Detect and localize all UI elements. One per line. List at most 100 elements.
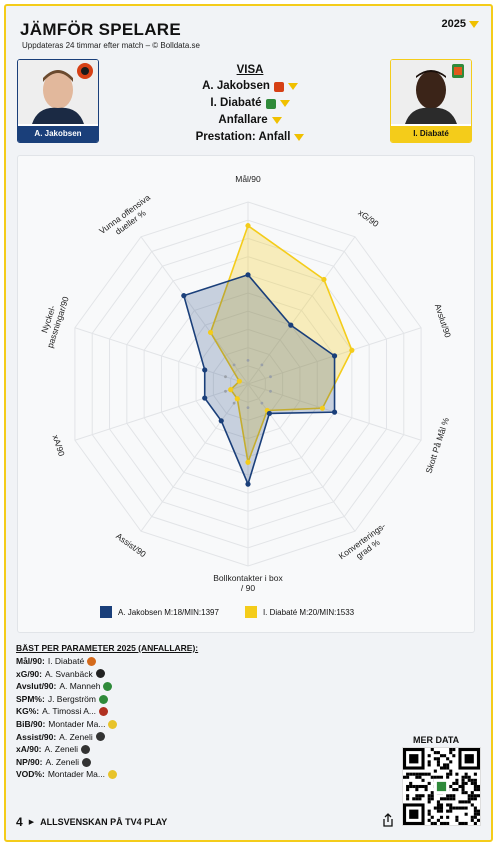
- best-row: Avslut/90: A. Manneh: [16, 680, 396, 693]
- radar-data-point: [202, 395, 208, 401]
- qr-label: MER DATA: [413, 735, 460, 745]
- best-row: Assist/90: A. Zeneli: [16, 731, 396, 744]
- play-arrow-icon: ▶: [28, 819, 35, 826]
- year-select[interactable]: 2025: [442, 18, 479, 30]
- chart-legend: A. Jakobsen M:18/MIN:1397 I. Diabaté M:2…: [100, 606, 354, 618]
- best-param: xG/90:: [16, 668, 42, 679]
- radar-center-dot: [224, 389, 227, 393]
- best-player: A. Zeneli: [45, 756, 80, 767]
- player1-select[interactable]: A. Jakobsen: [150, 78, 350, 95]
- radar-data-point: [319, 405, 326, 411]
- best-per-parameter: BÄST PER PARAMETER 2025 (ANFALLARE): Mål…: [16, 643, 396, 781]
- club-badge-icon: [99, 707, 108, 717]
- radar-axis-label: Konverterings-grad %: [337, 521, 394, 570]
- best-player: A. Svanbäck: [45, 668, 93, 679]
- best-player: Montader Ma...: [48, 718, 106, 729]
- best-row: xG/90: A. Svanbäck: [16, 668, 396, 681]
- legend-swatch-left: [100, 606, 112, 618]
- radar-center-dot: [260, 401, 264, 405]
- best-row: NP/90: A. Zeneli: [16, 756, 396, 769]
- radar-center-dot: [232, 401, 236, 405]
- best-heading: BÄST PER PARAMETER 2025 (ANFALLARE):: [16, 643, 199, 653]
- radar-center-dot: [246, 406, 250, 410]
- radar-axis-label: Vunna offensivadueller %: [97, 192, 158, 244]
- radar-axis-line: [247, 236, 356, 385]
- radar-center-dot: [224, 375, 227, 379]
- share-icon[interactable]: [381, 813, 395, 827]
- radar-axis-label: Bollkontakter i box/ 90: [213, 573, 283, 593]
- best-player: Montader Ma...: [47, 769, 105, 780]
- performance-select[interactable]: Prestation: Anfall: [150, 129, 350, 146]
- tv4-logo-icon: 4: [16, 815, 23, 829]
- radar-chart: Mål/90 xG/90 Avslut/90 Skott På Mål % Konver…: [39, 174, 453, 593]
- position-select-label: Anfallare: [218, 114, 268, 126]
- radar-center-dot: [246, 358, 250, 362]
- radar-axis-line: [74, 383, 249, 441]
- best-row: BiB/90: Montader Ma...: [16, 718, 396, 731]
- player-name-left: A. Jakobsen: [18, 126, 98, 142]
- player-card-left[interactable]: A. Jakobsen: [17, 59, 99, 143]
- chevron-down-icon: [294, 134, 305, 141]
- legend-swatch-right: [244, 606, 257, 618]
- radar-data-point: [288, 322, 294, 328]
- radar-data-point: [245, 481, 251, 487]
- radar-data-point: [207, 329, 214, 336]
- page-title: JÄMFÖR SPELARE: [20, 20, 181, 39]
- best-row: KG%: A. Timossi A...: [16, 705, 396, 718]
- chevron-down-icon: [287, 83, 298, 90]
- best-param: Assist/90:: [16, 731, 57, 742]
- radar-axis-label: xG/90: [356, 207, 380, 229]
- best-param: SPM%:: [16, 693, 45, 704]
- club-badge-icon: [103, 681, 113, 691]
- best-param: Avslut/90:: [16, 681, 57, 692]
- position-select[interactable]: Anfallare: [150, 112, 350, 129]
- best-param: BiB/90:: [16, 718, 46, 729]
- radar-data-point: [228, 387, 234, 393]
- footer-text: ALLSVENSKAN PÅ TV4 PLAY: [40, 817, 168, 827]
- radar-data-point: [266, 410, 272, 417]
- player2-select[interactable]: I. Diabaté: [150, 95, 350, 112]
- chevron-down-icon: [279, 100, 290, 107]
- radar-data-point: [181, 293, 187, 299]
- radar-data-point: [245, 272, 251, 278]
- radar-chart-panel: Mål/90 xG/90 Avslut/90 Skott På Mål % Konver…: [17, 155, 475, 633]
- radar-axis-label: Mål/90: [235, 174, 261, 184]
- player-card-right[interactable]: I. Diabaté: [390, 59, 472, 143]
- legend-label-right: I. Diabaté M:20/MIN:1533: [262, 607, 355, 617]
- best-param: Mål/90:: [16, 656, 45, 666]
- best-row: Mål/90: I. Diabaté: [16, 655, 396, 668]
- radar-center-dot: [269, 389, 272, 393]
- radar-center-dot: [232, 363, 236, 367]
- club-badge-icon: [99, 694, 108, 704]
- footer-link[interactable]: 4 ▶ ALLSVENSKAN PÅ TV4 PLAY: [16, 815, 167, 829]
- radar-axis-label: Avslut/90: [433, 303, 453, 339]
- club-badge-icon: [95, 669, 105, 679]
- chevron-down-icon: [469, 20, 479, 28]
- best-row: SPM%: J. Bergström: [16, 693, 396, 706]
- best-param: VOD%:: [16, 769, 45, 780]
- best-param: NP/90:: [16, 756, 43, 767]
- radar-axis-line: [140, 236, 249, 385]
- radar-data-point: [321, 276, 327, 283]
- best-player: A. Manneh: [59, 681, 101, 692]
- club-badge-icon: [81, 744, 91, 754]
- radar-center-dot: [260, 363, 264, 367]
- best-row: xA/90: A. Zeneli: [16, 743, 396, 756]
- update-note: Uppdateras 24 timmar efter match – © Bol…: [22, 41, 200, 50]
- radar-center-dot: [269, 375, 272, 379]
- radar-data-point: [245, 459, 251, 465]
- club-badge-icon: [87, 656, 97, 666]
- radar-axis-line: [74, 327, 249, 385]
- club-badge-icon: [95, 732, 105, 742]
- radar-data-point: [331, 409, 338, 415]
- player-photo-left: [18, 60, 98, 124]
- player-name-right: I. Diabaté: [391, 126, 471, 142]
- radar-data-point: [202, 367, 208, 373]
- radar-axis-label: xA/90: [51, 434, 67, 458]
- best-player: A. Zeneli: [59, 731, 93, 742]
- radar-data-point: [236, 378, 242, 384]
- radar-data-point: [245, 223, 251, 229]
- qr-code[interactable]: [402, 747, 481, 826]
- visa-heading: VISA: [236, 64, 264, 76]
- club-badge-icon: [273, 81, 284, 92]
